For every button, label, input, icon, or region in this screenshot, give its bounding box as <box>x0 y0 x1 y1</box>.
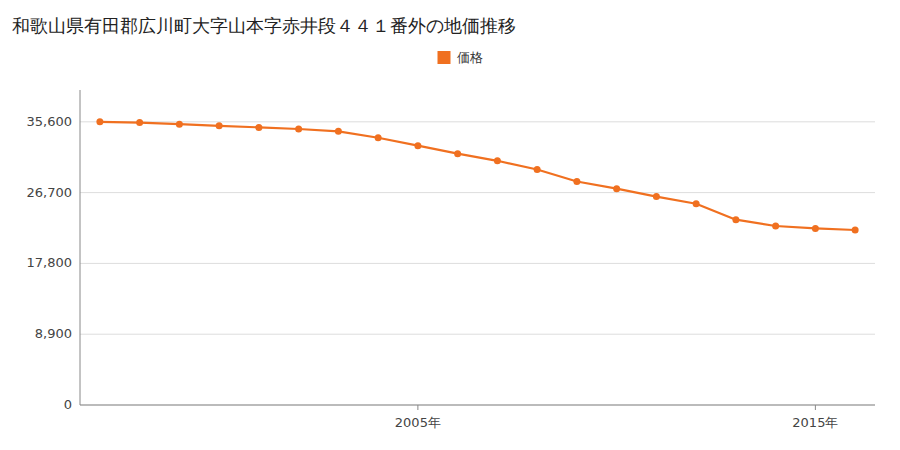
grid-line <box>80 263 875 264</box>
chart-svg: 和歌山県有田郡広川町大字山本字赤井段４４１番外の地価推移 0 8,900 17,800… <box>0 0 900 450</box>
y-grid <box>80 122 875 405</box>
grid-line <box>80 405 875 406</box>
legend-swatch <box>438 51 451 64</box>
x-tick-label: 2015年 <box>792 415 838 430</box>
marker <box>494 157 501 164</box>
marker <box>812 225 819 232</box>
marker <box>573 178 580 185</box>
x-axis-line <box>80 405 875 406</box>
grid-line <box>80 192 875 193</box>
y-tick-label: 17,800 <box>27 255 73 270</box>
background <box>0 0 900 450</box>
marker <box>534 166 541 173</box>
marker <box>732 216 739 223</box>
plot-area <box>96 118 858 233</box>
marker <box>454 150 461 157</box>
x-axis: 2005年 2015年 <box>395 405 839 430</box>
marker <box>295 125 302 132</box>
marker <box>216 122 223 129</box>
title: 和歌山県有田郡広川町大字山本字赤井段４４１番外の地価推移 <box>12 15 516 36</box>
grid-line <box>80 334 875 335</box>
y-axis-line <box>80 90 81 405</box>
marker <box>136 119 143 126</box>
marker <box>96 118 103 125</box>
marker <box>852 227 859 234</box>
grid-line <box>80 121 875 122</box>
marker <box>414 142 421 149</box>
marker <box>772 223 779 230</box>
chart-container: 和歌山県有田郡広川町大字山本字赤井段４４１番外の地価推移 0 8,900 17,800… <box>0 0 900 450</box>
marker <box>693 200 700 207</box>
y-tick-label: 0 <box>64 397 72 412</box>
legend: 価格 <box>438 50 483 65</box>
marker <box>375 134 382 141</box>
x-tick-label: 2005年 <box>395 415 441 430</box>
marker <box>335 128 342 135</box>
line <box>100 122 855 230</box>
marker <box>653 193 660 200</box>
y-tick-label: 35,600 <box>27 114 73 129</box>
x-tick <box>815 405 816 410</box>
y-tick-label: 26,700 <box>27 185 73 200</box>
y-axis: 0 8,900 17,800 26,700 35,600 <box>27 114 73 412</box>
x-tick <box>417 405 418 410</box>
marker <box>255 124 262 131</box>
marker <box>176 121 183 128</box>
marker <box>613 185 620 192</box>
y-tick-label: 8,900 <box>35 326 72 341</box>
legend-label: 価格 <box>457 50 483 65</box>
